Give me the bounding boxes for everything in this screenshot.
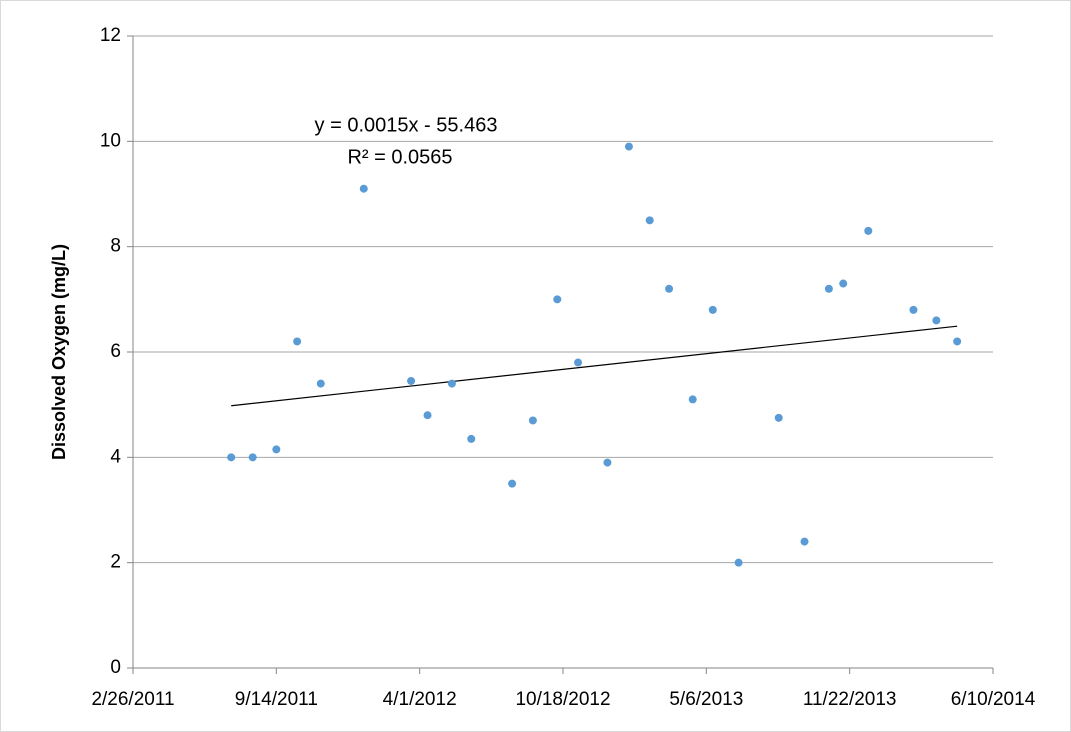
data-point	[316, 379, 325, 388]
y-tick-label: 6	[110, 341, 121, 362]
data-point	[467, 434, 476, 443]
data-point	[932, 316, 941, 325]
data-point	[624, 142, 633, 151]
r-squared: R² = 0.0565	[347, 146, 452, 168]
y-tick-label: 8	[110, 236, 121, 257]
data-point	[603, 458, 612, 467]
x-tick-label: 5/6/2013	[669, 689, 743, 710]
x-tick-label: 10/18/2012	[515, 689, 610, 710]
data-point	[665, 284, 674, 293]
data-point	[227, 453, 236, 462]
y-tick-label: 0	[110, 657, 121, 678]
y-tick-label: 2	[110, 552, 121, 573]
x-tick-label: 9/14/2011	[235, 689, 318, 710]
data-point	[839, 279, 848, 288]
data-point	[359, 184, 368, 193]
x-tick-label: 4/1/2012	[383, 689, 457, 710]
x-tick-label: 11/22/2013	[803, 689, 897, 710]
y-axis-label: Dissolved Oxygen (mg/L)	[49, 244, 69, 460]
y-tick-label: 10	[100, 130, 121, 151]
x-tick-label: 2/26/2011	[91, 689, 174, 710]
data-point	[272, 445, 281, 454]
y-tick-label: 12	[100, 25, 121, 46]
data-point	[688, 395, 697, 404]
data-point	[508, 479, 517, 488]
data-point	[528, 416, 537, 425]
data-point	[708, 305, 717, 314]
data-point	[909, 305, 918, 314]
data-point	[574, 358, 583, 367]
data-point	[864, 226, 873, 235]
trendline	[231, 325, 958, 407]
data-point	[800, 537, 809, 546]
data-point	[248, 453, 257, 462]
data-point	[553, 295, 562, 304]
x-tick-label: 6/10/2014	[951, 689, 1036, 710]
data-point	[407, 376, 416, 385]
data-point	[734, 558, 743, 567]
data-point	[423, 411, 432, 420]
data-point	[953, 337, 962, 346]
data-point	[824, 284, 833, 293]
data-point	[293, 337, 302, 346]
data-point	[447, 379, 456, 388]
y-tick-label: 4	[110, 446, 121, 467]
trendline-equation: y = 0.0015x - 55.463	[315, 114, 498, 136]
data-point	[645, 216, 654, 225]
data-point	[774, 413, 783, 422]
